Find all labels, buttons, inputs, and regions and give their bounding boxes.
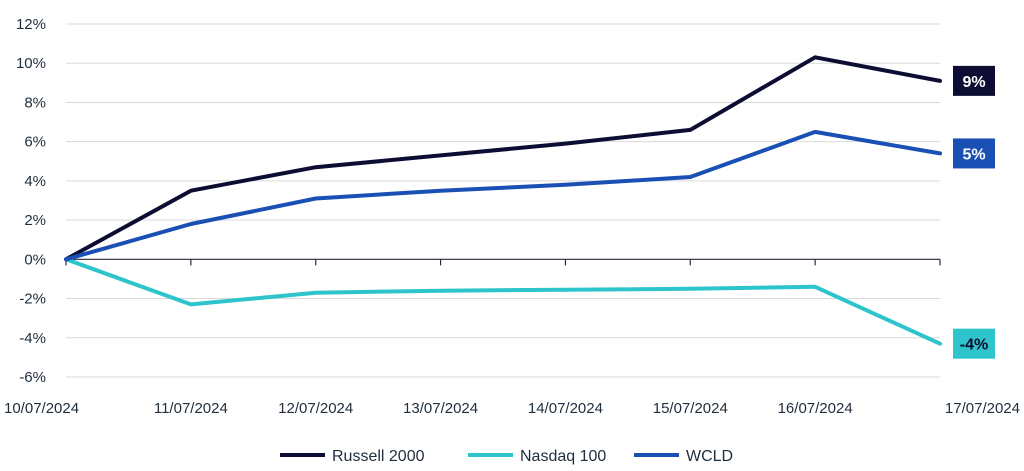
y-axis-tick-labels: -6% -4% -2% 0% 2% 4% 6% 8% 10% 12% [16, 16, 46, 386]
x-tick-label: 17/07/2024 [945, 400, 1020, 417]
series-line [64, 257, 942, 346]
legend-label: Nasdaq 100 [520, 448, 606, 465]
y-tick-label: 6% [24, 134, 46, 151]
x-tick-label: 15/07/2024 [653, 400, 728, 417]
y-tick-label: -4% [19, 330, 46, 347]
y-tick-label: 4% [24, 173, 46, 190]
legend-label: Russell 2000 [332, 448, 425, 465]
series-line [64, 129, 942, 262]
end-value-label-box [953, 138, 995, 169]
y-tick-label: -6% [19, 369, 46, 386]
y-tick-label: -2% [19, 291, 46, 308]
y-tick-label: 12% [16, 16, 46, 33]
end-value-label-box [953, 65, 995, 96]
y-tick-label: 8% [24, 94, 46, 111]
end-value-label: 9% [953, 65, 995, 96]
x-tick-label: 14/07/2024 [528, 400, 603, 417]
x-tick-label: 10/07/2024 [4, 400, 79, 417]
legend-item: Nasdaq 100 [468, 448, 606, 465]
end-value-label-text: -4% [960, 337, 988, 354]
series-lines [64, 55, 942, 346]
x-tick-label: 13/07/2024 [403, 400, 478, 417]
x-tick-label: 16/07/2024 [778, 400, 853, 417]
legend-item: Russell 2000 [280, 448, 425, 465]
legend: Russell 2000 Nasdaq 100 WCLD [280, 448, 733, 465]
x-tick-label: 11/07/2024 [154, 400, 228, 417]
y-tick-label: 0% [24, 251, 46, 268]
y-tick-label: 10% [16, 55, 46, 72]
end-value-labels: 9% -4% 5% [953, 65, 995, 359]
x-tick-label: 12/07/2024 [278, 400, 353, 417]
y-tick-label: 2% [24, 212, 46, 229]
end-value-label: -4% [953, 328, 995, 359]
gridlines [66, 23, 940, 378]
legend-item: WCLD [634, 448, 733, 465]
end-value-label: 5% [953, 138, 995, 169]
end-value-label-text: 9% [962, 74, 985, 91]
end-value-label-text: 5% [962, 146, 985, 163]
series-line [64, 55, 942, 262]
end-value-label-box [953, 328, 995, 359]
x-axis: 10/07/2024 11/07/2024 12/07/2024 13/07/2024… [4, 258, 1020, 417]
legend-label: WCLD [686, 448, 733, 465]
